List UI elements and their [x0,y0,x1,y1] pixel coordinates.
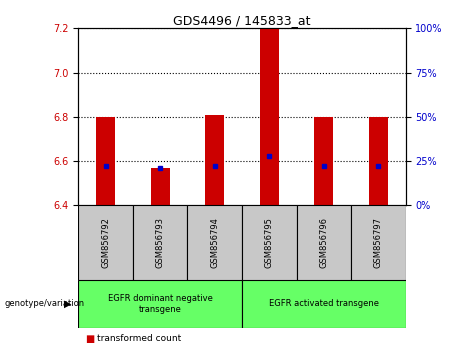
Bar [296,205,351,280]
Bar [78,280,242,328]
Text: GSM856792: GSM856792 [101,217,110,268]
Text: transformed count: transformed count [97,334,181,343]
Bar [242,280,406,328]
Text: EGFR activated transgene: EGFR activated transgene [269,299,379,308]
Text: GSM856795: GSM856795 [265,217,274,268]
Bar [314,117,333,205]
Text: ■: ■ [85,333,95,344]
Text: EGFR dominant negative
transgene: EGFR dominant negative transgene [108,294,213,314]
Bar [133,205,188,280]
Bar [96,117,115,205]
Text: ▶: ▶ [64,299,71,309]
Text: GSM856797: GSM856797 [374,217,383,268]
Bar [205,115,225,205]
Bar [151,168,170,205]
Bar [78,205,133,280]
Title: GDS4496 / 145833_at: GDS4496 / 145833_at [173,14,311,27]
Text: ■: ■ [85,353,95,354]
Bar [351,205,406,280]
Bar [188,205,242,280]
Bar [242,205,296,280]
Text: genotype/variation: genotype/variation [5,299,85,308]
Bar [369,117,388,205]
Bar [260,28,279,205]
Text: GSM856794: GSM856794 [210,217,219,268]
Text: GSM856793: GSM856793 [156,217,165,268]
Text: GSM856796: GSM856796 [319,217,328,268]
